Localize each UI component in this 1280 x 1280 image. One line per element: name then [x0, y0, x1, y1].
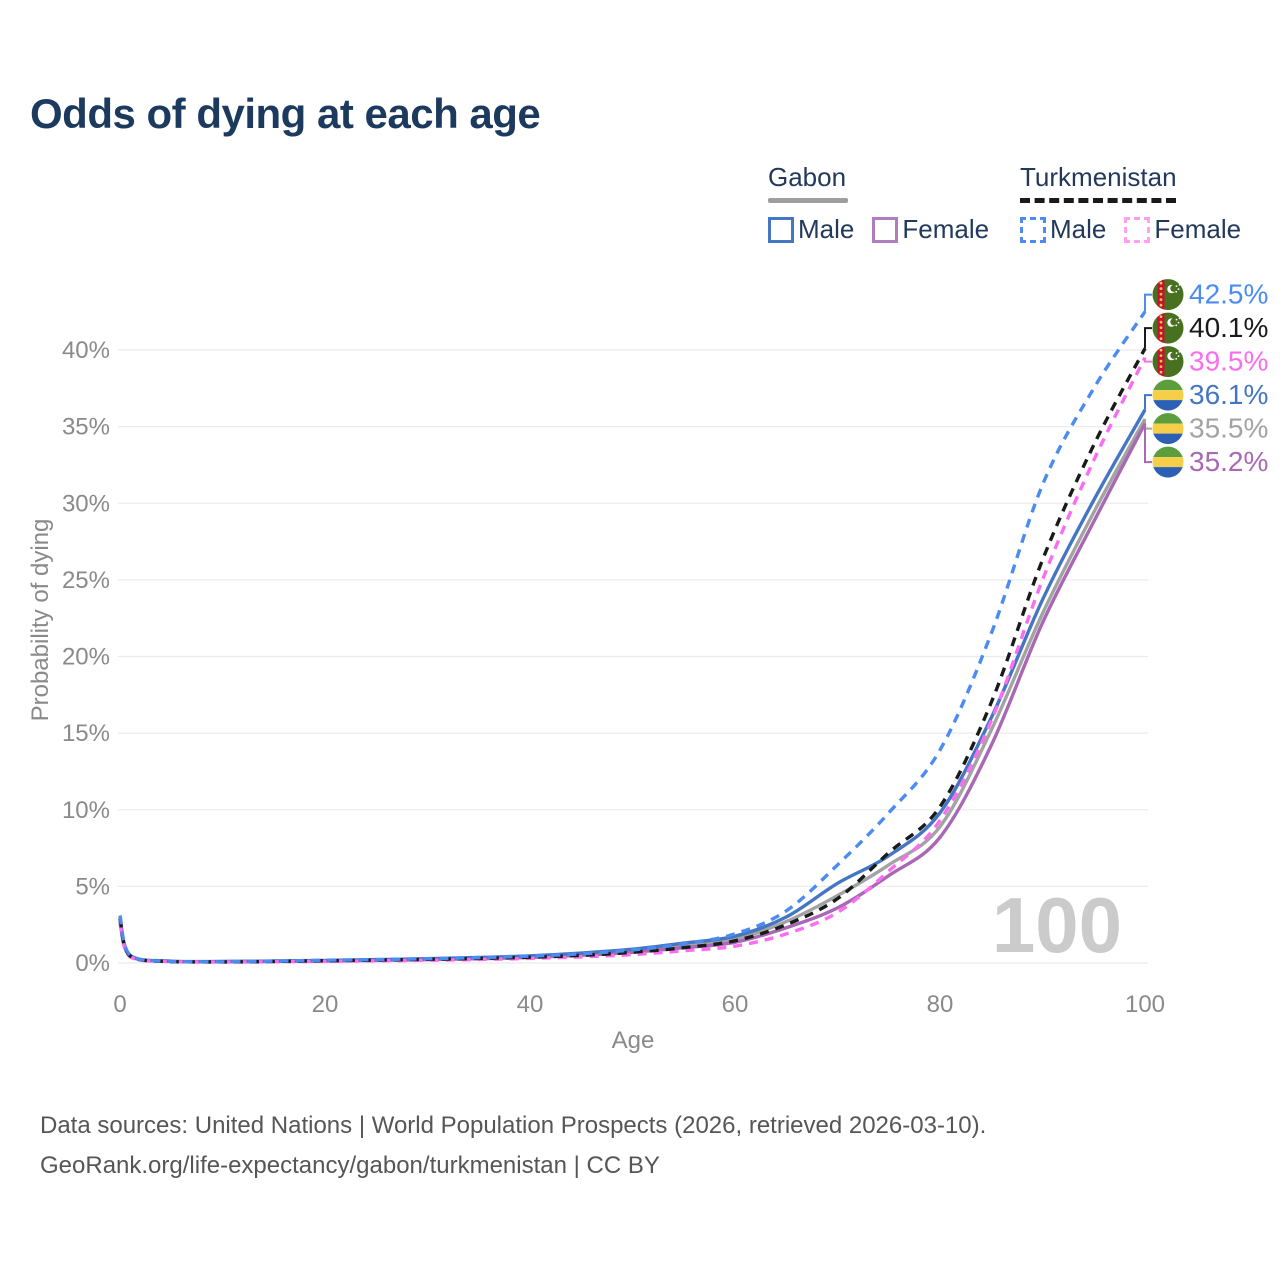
footer-data-sources: Data sources: United Nations | World Pop…: [40, 1112, 987, 1139]
end-label-turkmenistan_female[interactable]: 39.5%: [1144, 346, 1268, 378]
legend-item-gabon-female[interactable]: Female: [872, 214, 989, 245]
end-label-gabon_male[interactable]: 36.1%: [1144, 379, 1268, 411]
legend-item-turkmenistan-male[interactable]: Male: [1020, 214, 1106, 245]
legend-item-turkmenistan-female[interactable]: Female: [1124, 214, 1241, 245]
y-axis-title: Probability of dying: [27, 519, 54, 722]
page-title: Odds of dying at each age: [30, 90, 541, 137]
x-tick-label: 80: [927, 991, 954, 1018]
series-line-turkmenistan_female[interactable]: [118, 356, 1147, 964]
age-watermark: 100: [992, 881, 1122, 969]
label-connector: [1144, 293, 1152, 312]
y-tick-label: 20%: [62, 644, 110, 671]
x-tick-label: 60: [722, 991, 749, 1018]
y-tick-label: 5%: [75, 873, 110, 900]
label-connector: [1144, 394, 1152, 410]
label-connector: [1144, 327, 1152, 349]
end-label-turkmenistan_both[interactable]: 40.1%: [1144, 312, 1268, 349]
y-tick-label: 30%: [62, 490, 110, 517]
legend-label: Male: [798, 214, 855, 244]
series-line-turkmenistan_male[interactable]: [118, 310, 1147, 964]
gabon-flag-icon: [1152, 413, 1184, 445]
turkmenistan-male-swatch-icon: [1020, 216, 1046, 243]
final-value-label: 35.5%: [1189, 413, 1268, 444]
y-tick-label: 10%: [62, 797, 110, 824]
footer-attribution: GeoRank.org/life-expectancy/gabon/turkme…: [40, 1152, 660, 1179]
end-label-gabon_both[interactable]: 35.5%: [1144, 413, 1268, 445]
final-value-label: 42.5%: [1189, 279, 1268, 310]
y-tick-label: 35%: [62, 414, 110, 441]
gabon-flag-icon: [1152, 379, 1184, 411]
y-tick-label: 25%: [62, 567, 110, 594]
end-label-turkmenistan_male[interactable]: 42.5%: [1144, 279, 1268, 312]
series-line-gabon_male[interactable]: [118, 408, 1147, 964]
turkmenistan-flag-icon: [1152, 279, 1184, 311]
y-tick-label: 0%: [75, 950, 110, 977]
final-value-label: 36.1%: [1189, 379, 1268, 410]
label-connector: [1144, 423, 1152, 464]
x-axis-title: Age: [612, 1027, 655, 1054]
legend-group-turkmenistan-title: Turkmenistan: [1020, 162, 1177, 192]
legend-label: Male: [1050, 214, 1107, 244]
legend-item-gabon-male[interactable]: Male: [768, 214, 854, 245]
gabon-female-swatch-icon: [872, 216, 899, 243]
turkmenistan-flag-icon: [1152, 312, 1184, 344]
x-tick-label: 20: [312, 991, 339, 1018]
end-label-gabon_female[interactable]: 35.2%: [1144, 423, 1268, 479]
final-value-label: 39.5%: [1189, 346, 1268, 377]
y-tick-label: 40%: [62, 337, 110, 364]
series-line-turkmenistan_both[interactable]: [118, 347, 1147, 964]
x-tick-label: 0: [113, 991, 126, 1018]
turkmenistan-female-swatch-icon: [1124, 216, 1151, 243]
gabon-flag-icon: [1152, 446, 1184, 478]
footer: Data sources: United Nations | World Pop…: [40, 1106, 986, 1186]
x-tick-label: 40: [517, 991, 544, 1018]
label-connector: [1144, 357, 1152, 363]
y-tick-label: 15%: [62, 720, 110, 747]
legend-label: Female: [1154, 214, 1242, 244]
legend-group-turkmenistan: Turkmenistan Male Female: [1020, 162, 1241, 245]
turkmenistan-dashed-line-sample: [1020, 198, 1176, 203]
legend-label: Female: [902, 214, 990, 244]
turkmenistan-flag-icon: [1152, 346, 1184, 378]
legend-group-gabon: Gabon Male Female: [768, 162, 989, 245]
final-value-label: 35.2%: [1189, 446, 1268, 477]
gabon-male-swatch-icon: [768, 216, 794, 243]
legend-group-gabon-title: Gabon: [768, 162, 847, 192]
final-value-label: 40.1%: [1189, 312, 1268, 343]
gabon-solid-line-sample: [768, 198, 848, 203]
x-tick-label: 100: [1125, 991, 1165, 1018]
